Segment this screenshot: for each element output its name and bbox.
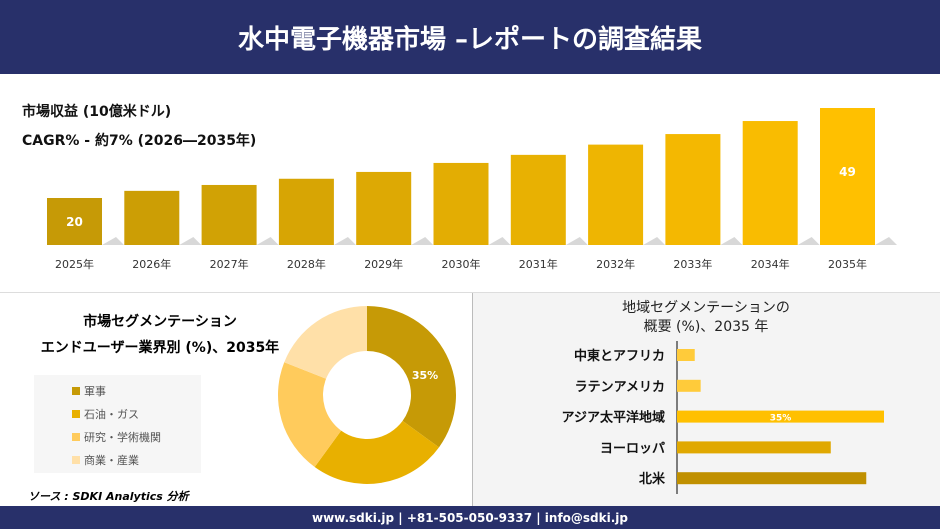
x-tick-label: 2033年 — [673, 257, 712, 271]
cagr-label: CAGR% - 約7% (2026―2035年) — [22, 133, 257, 149]
bar-shadow — [333, 237, 356, 245]
donut-legend: 軍事 石油・ガス 研究・学術機関 商業・産業 — [34, 375, 201, 473]
bar-2032年 — [588, 144, 644, 245]
page-title: 水中電子機器市場 –レポートの調査結果 — [237, 24, 703, 55]
bar-shadow — [179, 237, 202, 245]
legend-swatch — [72, 386, 80, 395]
bar-shadow — [875, 237, 897, 245]
donut-slice-3 — [284, 306, 367, 379]
x-tick-label: 2031年 — [519, 257, 558, 271]
legend-label: 石油・ガス — [84, 407, 139, 421]
region-bar-4 — [677, 472, 867, 485]
region-label: アジア太平洋地域 — [562, 410, 665, 426]
region-bar-3 — [677, 441, 831, 454]
region-panel — [472, 293, 940, 506]
bar-shadow — [102, 237, 124, 245]
donut-slice-2 — [277, 362, 342, 468]
bar-shadow — [488, 237, 511, 245]
x-tick-label: 2026年 — [132, 257, 171, 271]
bar-2034年 — [742, 121, 798, 245]
bar-2033年 — [665, 134, 721, 245]
revenue-bar-svg: 2025年 20 2026年 2027年 2028年 2029年 2030年 2031年 203… — [47, 108, 897, 271]
legend-item-research: 研究・学術機関 — [72, 425, 201, 448]
region-label: 中東とアフリカ — [574, 348, 665, 364]
region-label: 北米 — [639, 471, 666, 487]
donut-slice-1 — [314, 420, 440, 484]
region-title-1: 地域セグメンテーションの — [622, 300, 790, 316]
bar-2027年 — [201, 184, 257, 245]
legend-item-military: 軍事 — [72, 379, 201, 402]
legend-swatch — [72, 432, 80, 441]
source-note: ソース : SDKI Analytics 分析 — [28, 490, 189, 503]
legend-label: 研究・学術機関 — [84, 430, 161, 444]
region-data-label: 35% — [770, 414, 792, 424]
divider — [0, 292, 940, 293]
legend-swatch — [72, 455, 80, 464]
header-banner: 水中電子機器市場 –レポートの調査結果 — [0, 0, 940, 74]
x-tick-label: 2029年 — [364, 257, 403, 271]
x-tick-label: 2034年 — [751, 257, 790, 271]
bar-2035年 — [820, 108, 875, 245]
region-bar-0 — [677, 349, 695, 361]
legend-label: 軍事 — [84, 384, 106, 398]
donut-data-label: 35% — [412, 369, 438, 382]
region-label: ラテンアメリカ — [575, 380, 665, 395]
x-tick-label: 2027年 — [210, 257, 249, 271]
bar-data-label: 49 — [839, 165, 856, 179]
bar-shadow — [720, 237, 743, 245]
x-tick-label: 2025年 — [55, 257, 94, 271]
contact-info[interactable]: www.sdki.jp | +81-505-050-9337 | info@sd… — [311, 510, 628, 525]
revenue-label: 市場収益 (10億米ドル) — [22, 104, 172, 120]
bar-2031年 — [510, 154, 566, 245]
bar-shadow — [256, 237, 279, 245]
x-tick-label: 2032年 — [596, 257, 635, 271]
x-tick-label: 2030年 — [442, 257, 481, 271]
legend-swatch — [72, 409, 80, 418]
bar-2026年 — [124, 190, 180, 245]
donut-svg: 35% — [277, 306, 456, 484]
segment-title-1: 市場セグメンテーション — [83, 314, 237, 330]
donut-slice-0 — [367, 306, 456, 448]
bar-2025年 — [47, 198, 102, 245]
bar-shadow — [643, 237, 666, 245]
legend-label: 商業・産業 — [84, 453, 139, 467]
footer: www.sdki.jp | +81-505-050-9337 | info@sd… — [0, 506, 940, 529]
region-bar-2 — [677, 410, 884, 423]
bar-2030年 — [433, 162, 489, 245]
x-tick-label: 2035年 — [828, 257, 867, 271]
legend-item-oil-gas: 石油・ガス — [72, 402, 201, 425]
x-tick-label: 2028年 — [287, 257, 326, 271]
bar-2028年 — [278, 178, 334, 245]
bar-data-label: 20 — [66, 215, 83, 229]
region-label: ヨーロッパ — [600, 441, 665, 456]
bar-shadow — [797, 237, 820, 245]
region-bar-1 — [677, 379, 701, 392]
bar-2029年 — [356, 171, 412, 245]
region-title-2: 概要 (%)、2035 年 — [643, 319, 769, 335]
legend-item-commercial: 商業・産業 — [72, 448, 201, 471]
bar-shadow — [411, 237, 434, 245]
segment-title-2: エンドユーザー業界別 (%)、2035年 — [40, 340, 280, 356]
bar-shadow — [565, 237, 588, 245]
